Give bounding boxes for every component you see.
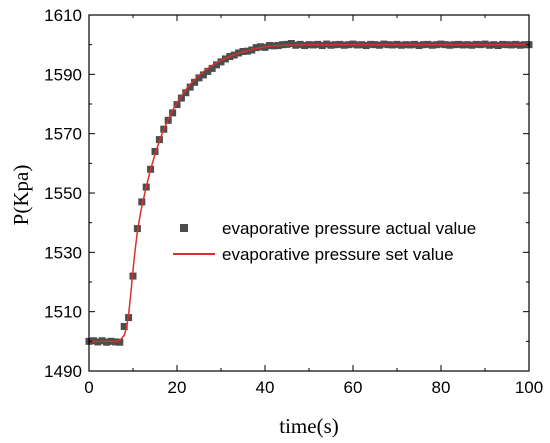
x-tick-label: 60 — [344, 378, 363, 397]
actual-point — [362, 42, 370, 50]
legend-label-actual: evaporative pressure actual value — [222, 219, 476, 238]
actual-point — [186, 83, 194, 91]
actual-point — [182, 89, 190, 97]
actual-point — [257, 43, 265, 51]
x-tick-label: 100 — [515, 378, 543, 397]
legend-marker-actual — [180, 224, 188, 232]
actual-point — [120, 323, 128, 330]
actual-point — [287, 39, 295, 47]
actual-point — [318, 42, 326, 50]
x-tick-label: 80 — [432, 378, 451, 397]
y-tick-label: 1550 — [44, 184, 82, 203]
actual-point — [116, 338, 124, 346]
actual-point — [208, 64, 216, 72]
actual-point — [151, 147, 159, 155]
actual-point — [213, 61, 221, 69]
y-axis-title: P(Kpa) — [9, 165, 33, 226]
y-tick-label: 1610 — [44, 6, 82, 25]
actual-point — [177, 94, 185, 102]
actual-point — [415, 42, 423, 50]
actual-point — [173, 101, 181, 109]
actual-point — [195, 74, 203, 82]
actual-point — [199, 71, 207, 79]
plot-content — [85, 39, 533, 346]
x-tick-label: 20 — [168, 378, 187, 397]
y-tick-label: 1590 — [44, 65, 82, 84]
y-tick-label: 1570 — [44, 125, 82, 144]
actual-point — [103, 338, 111, 346]
x-axis-title: time(s) — [279, 414, 338, 438]
actual-point — [169, 109, 177, 117]
actual-point — [301, 42, 309, 50]
actual-point — [217, 58, 225, 66]
legend: evaporative pressure actual value evapor… — [173, 219, 476, 264]
actual-point — [252, 44, 260, 52]
y-tick-label: 1530 — [44, 243, 82, 262]
plot-frame — [88, 14, 530, 372]
axes: 0 20 40 60 80 100 1490 1510 1530 1550 1570 1590 1610 — [44, 6, 543, 397]
legend-label-set: evaporative pressure set value — [222, 245, 454, 264]
x-tick-label: 40 — [256, 378, 275, 397]
actual-point — [494, 42, 502, 50]
actual-point — [138, 198, 146, 206]
set-value-line — [89, 43, 529, 343]
y-tick-label: 1510 — [44, 303, 82, 322]
x-tick-label: 0 — [84, 378, 93, 397]
actual-point — [204, 67, 212, 75]
actual-point — [191, 78, 199, 86]
y-tick-label: 1490 — [44, 362, 82, 381]
